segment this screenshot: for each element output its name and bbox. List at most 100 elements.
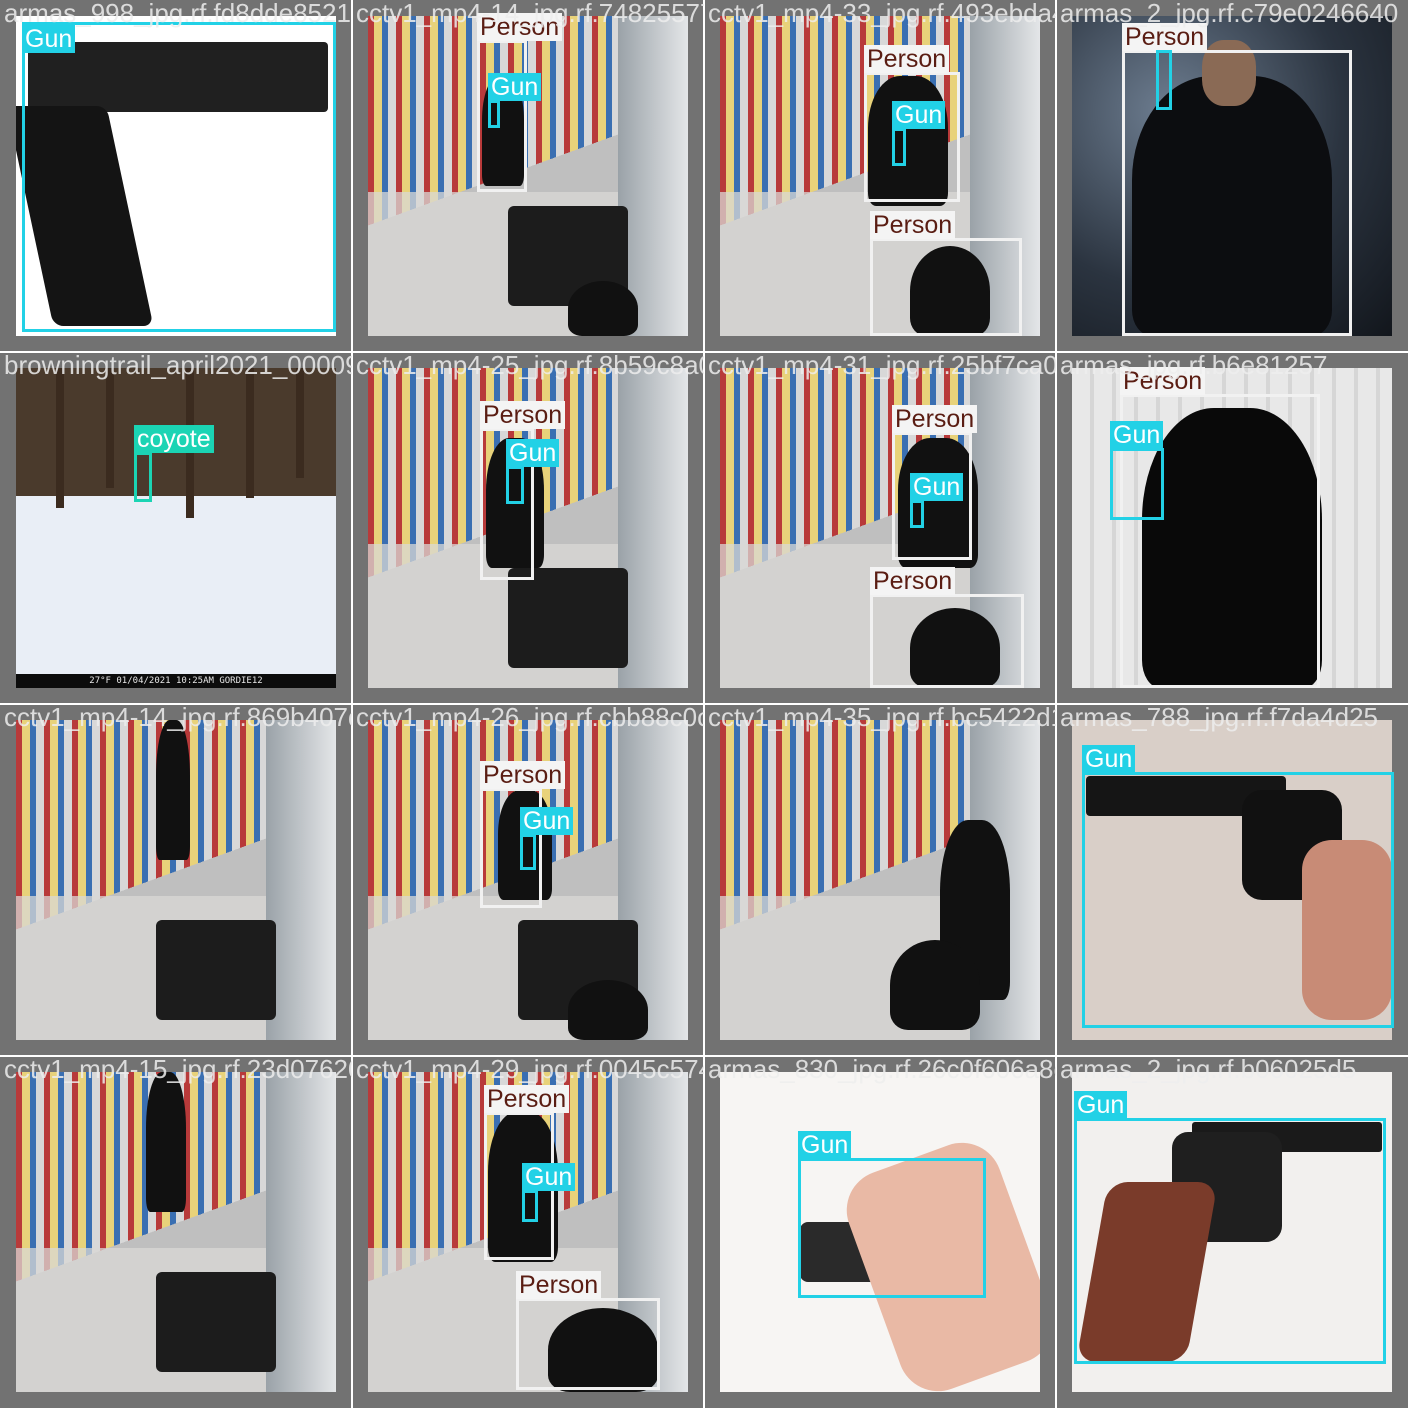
tile-image xyxy=(16,720,336,1040)
mosaic-tile: Gun armas_998_jpg.rf.fd8dde85216831ce2d7… xyxy=(0,0,352,352)
detection-label: Person xyxy=(1120,367,1206,395)
detection-box: Person xyxy=(864,45,960,202)
detection-box: Gun xyxy=(1082,745,1394,1028)
detection-label: Gun xyxy=(1074,1091,1128,1119)
detection-label: Person xyxy=(892,405,978,433)
detection-box: Gun xyxy=(520,807,574,870)
image-filename: cctv1_mp4-14_jpg.rf.74825577c44af9403369 xyxy=(356,0,704,28)
detection-label: Gun xyxy=(798,1131,852,1159)
person-silhouette xyxy=(1142,408,1322,688)
detection-label: Gun xyxy=(1110,421,1164,449)
person-silhouette xyxy=(548,1308,658,1392)
detection-box: Person xyxy=(480,401,566,580)
detection-box: Gun xyxy=(22,22,336,332)
tile-image xyxy=(368,16,688,336)
detection-label: Person xyxy=(480,401,566,429)
person-silhouette xyxy=(1132,76,1332,336)
image-filename: cctv1_mp4-15_jpg.rf.23d07620c04b24c497 xyxy=(4,1056,352,1084)
camera-stamp: 27°F 01/04/2021 10:25AM GORDIE12 xyxy=(16,674,336,688)
person-silhouette xyxy=(910,246,990,336)
mosaic-tile: Person Gun cctv1_mp4-14_jpg.rf.74825577c… xyxy=(352,0,704,352)
person-silhouette xyxy=(910,608,1000,688)
mosaic-tile: cctv1_mp4-35_jpg.rf.bc5422d112787a1654 xyxy=(704,704,1056,1056)
detection-box: Person xyxy=(477,13,563,192)
image-filename: cctv1_mp4-14_jpg.rf.869b407d1949bf046266 xyxy=(4,704,352,732)
tile-image xyxy=(720,720,1040,1040)
tile-image xyxy=(1072,1072,1392,1392)
detection-label: Person xyxy=(484,1085,570,1113)
mosaic-tile: 27°F 01/04/2021 10:25AM GORDIE12 coyote … xyxy=(0,352,352,704)
detection-box: Gun xyxy=(910,473,964,528)
image-filename: armas_2_jpg.rf.c79e0246640 xyxy=(1060,0,1399,28)
tile-image: 27°F 01/04/2021 10:25AM GORDIE12 xyxy=(16,368,336,688)
mosaic-tile: cctv1_mp4-14_jpg.rf.869b407d1949bf046266 xyxy=(0,704,352,1056)
hand xyxy=(1302,840,1392,1020)
mosaic-tile: Gun armas_788_jpg.rf.f7da4d25 xyxy=(1056,704,1408,1056)
detection-label: Person xyxy=(864,45,950,73)
mosaic-tile: Person Gun cctv1_mp4-25_jpg.rf.8b59c8a05… xyxy=(352,352,704,704)
detection-label: Gun xyxy=(522,1163,576,1191)
cash-register xyxy=(156,1272,276,1372)
image-filename: armas_jpg.rf.b6e81257 xyxy=(1060,352,1328,380)
detection-box: Person xyxy=(892,405,978,560)
cash-register xyxy=(508,568,628,668)
mosaic-tile: Gun armas_2_jpg.rf.b06025d5 xyxy=(1056,1056,1408,1408)
detection-label: Gun xyxy=(1082,745,1136,773)
tile-image xyxy=(720,368,1040,688)
detection-box: Person xyxy=(1120,367,1320,688)
person-silhouette xyxy=(146,1072,186,1212)
tile-image xyxy=(720,1072,1040,1392)
detection-box: Gun xyxy=(488,73,542,128)
detection-label: Person xyxy=(477,13,563,41)
detection-box: Person xyxy=(870,567,1024,688)
tile-image xyxy=(1072,16,1392,336)
detection-box: Person xyxy=(1122,23,1352,336)
image-filename: armas_788_jpg.rf.f7da4d25 xyxy=(1060,704,1379,732)
tile-image xyxy=(16,1072,336,1392)
detection-label: coyote xyxy=(134,425,214,453)
detection-box xyxy=(1156,50,1172,110)
detection-label: Person xyxy=(870,567,956,595)
detection-label: Gun xyxy=(910,473,964,501)
detection-label: Gun xyxy=(520,807,574,835)
detection-box: Person xyxy=(480,761,566,908)
person-silhouette xyxy=(868,76,948,206)
detection-box: Gun xyxy=(798,1131,986,1298)
detection-label: Person xyxy=(1122,23,1208,51)
detection-box: Person xyxy=(484,1085,570,1260)
detection-label: Person xyxy=(516,1271,602,1299)
mosaic-tile: Person Gun armas_jpg.rf.b6e81257 xyxy=(1056,352,1408,704)
person-silhouette xyxy=(568,980,648,1040)
image-filename: cctv1_mp4-35_jpg.rf.bc5422d112787a1654 xyxy=(708,704,1056,732)
detection-box: Gun xyxy=(1074,1091,1386,1364)
mosaic-tile: Gun armas_830_jpg.rf.26c0f606a8e7727a32 xyxy=(704,1056,1056,1408)
image-filename: armas_830_jpg.rf.26c0f606a8e7727a32 xyxy=(708,1056,1056,1084)
detection-label: Gun xyxy=(22,25,76,53)
mosaic-tile: Person Gun Person cctv1_mp4-31_jpg.rf.25… xyxy=(704,352,1056,704)
image-filename: browningtrail_april2021_00009_jpg.rf.8b5… xyxy=(4,352,352,380)
detection-box: Gun xyxy=(1110,421,1164,520)
image-filename: cctv1_mp4-31_jpg.rf.25bf7ca0c81c8768a34 xyxy=(708,352,1056,380)
image-filename: armas_2_jpg.rf.b06025d5 xyxy=(1060,1056,1357,1084)
detection-box: Person xyxy=(516,1271,660,1390)
image-filename: armas_998_jpg.rf.fd8dde85216831ce2d7228 xyxy=(4,0,352,28)
detection-box: Gun xyxy=(892,101,946,166)
image-filename: cctv1_mp4-33_jpg.rf.493ebda47272cbbea60 xyxy=(708,0,1056,28)
cash-register xyxy=(156,920,276,1020)
tile-image xyxy=(368,1072,688,1392)
image-filename: cctv1_mp4-26_jpg.rf.cbb88c0cd75a84436590 xyxy=(356,704,704,732)
pistol-shape xyxy=(28,42,328,112)
tile-image xyxy=(16,16,336,336)
detection-box: Gun xyxy=(506,439,560,504)
detection-label: Gun xyxy=(488,73,542,101)
detection-box: coyote xyxy=(134,425,214,502)
detection-box: Person xyxy=(870,211,1022,336)
detection-label: Person xyxy=(480,761,566,789)
tile-image xyxy=(720,16,1040,336)
image-filename: cctv1_mp4-29_jpg.rf.0045c574a2a98803d987 xyxy=(356,1056,704,1084)
mosaic-tile: Person Gun cctv1_mp4-26_jpg.rf.cbb88c0cd… xyxy=(352,704,704,1056)
detection-box: Gun xyxy=(522,1163,576,1222)
mosaic-tile: Person Gun Person cctv1_mp4-33_jpg.rf.49… xyxy=(704,0,1056,352)
person-silhouette xyxy=(568,281,638,336)
mosaic-tile: cctv1_mp4-15_jpg.rf.23d07620c04b24c497 xyxy=(0,1056,352,1408)
